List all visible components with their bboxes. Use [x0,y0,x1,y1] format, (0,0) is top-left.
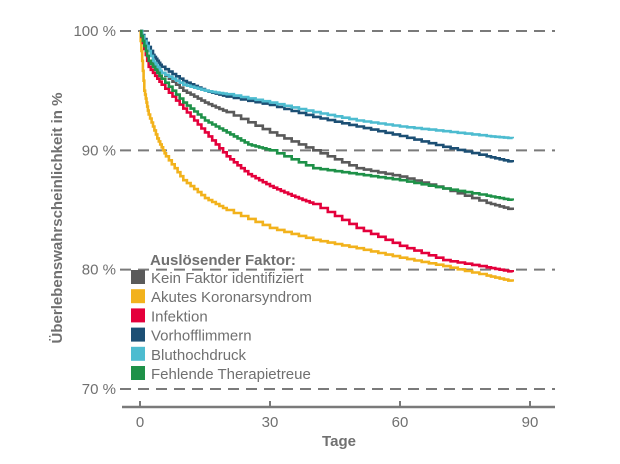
legend-entry: Fehlende Therapietreue [151,366,311,383]
y-tick-label: 90 % [82,142,116,159]
series-line-2 [139,29,514,282]
legend-entry: Vorhofflimmern [151,328,252,345]
legend-entry: Kein Faktor identifiziert [151,270,304,287]
series-line-3 [140,29,514,273]
series-line-6 [140,29,514,201]
legend: Auslösender Faktor:Kein Faktor identifiz… [131,252,312,383]
legend-swatch [131,366,145,380]
x-axis-label: Tage [322,433,356,450]
x-tick-label: 0 [136,414,144,431]
y-tick-label: 70 % [82,381,116,398]
legend-swatch [131,346,145,361]
legend-entry: Bluthochdruck [151,347,247,364]
legend-swatch [131,327,145,342]
series-line-4 [140,29,514,163]
series-lines [139,29,514,282]
x-tick-label: 30 [262,414,279,431]
series-line-5 [140,29,514,140]
y-tick-labels: 70 % 80 % 90 % 100 % [73,23,116,398]
legend-swatch [131,270,145,284]
y-tick-label: 100 % [73,23,116,40]
x-axis: 0 30 60 90 [122,401,555,431]
y-tick-label: 80 % [82,262,116,279]
y-axis-label: Überlebenswahrscheinlichkeit in % [49,93,66,344]
legend-swatch [131,289,145,304]
legend-swatch [131,308,145,323]
legend-entry: Infektion [151,308,208,325]
x-tick-label: 60 [392,414,409,431]
x-tick-label: 90 [522,414,539,431]
legend-entry: Akutes Koronarsyndrom [151,289,312,306]
legend-title: Auslösender Faktor: [150,252,296,269]
grid-lines [120,30,555,390]
